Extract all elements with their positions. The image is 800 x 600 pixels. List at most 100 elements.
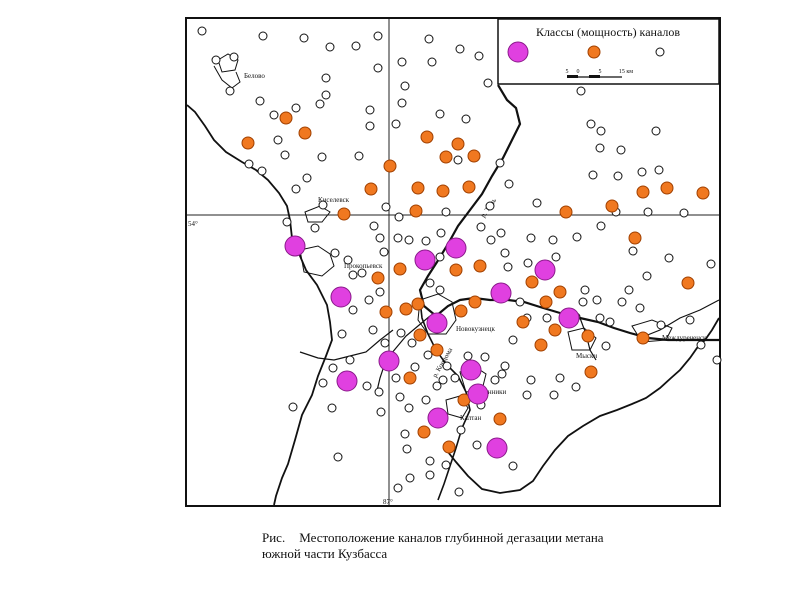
small-channel-marker	[588, 170, 598, 180]
medium-channel-marker	[279, 111, 293, 125]
small-channel-marker	[651, 126, 661, 136]
medium-channel-marker	[462, 180, 476, 194]
medium-channel-marker	[442, 440, 456, 454]
large-channel-marker	[426, 312, 448, 334]
small-channel-marker	[696, 340, 706, 350]
medium-channel-marker	[467, 149, 481, 163]
small-channel-marker	[450, 373, 460, 383]
small-channel-marker	[280, 150, 290, 160]
scale-tick-0: 5	[566, 69, 569, 75]
medium-channel-marker	[539, 295, 553, 309]
small-channel-marker	[373, 31, 383, 41]
small-channel-marker	[244, 159, 254, 169]
small-channel-marker	[490, 375, 500, 385]
scale-tick-3: 15 км	[619, 69, 633, 75]
medium-channel-marker	[681, 276, 695, 290]
medium-channel-marker	[581, 329, 595, 343]
small-channel-marker	[423, 350, 433, 360]
caption-line-1: Рис. Местоположение каналов глубинной дег…	[262, 530, 682, 546]
small-channel-marker	[455, 44, 465, 54]
small-channel-marker	[325, 42, 335, 52]
caption-text-1: Местоположение каналов глубинной дегазац…	[299, 530, 604, 545]
medium-channel-marker	[411, 181, 425, 195]
small-channel-marker	[375, 233, 385, 243]
small-channel-marker	[315, 99, 325, 109]
small-channel-marker	[343, 255, 353, 265]
small-channel-marker	[503, 262, 513, 272]
medium-channel-marker	[605, 199, 619, 213]
lon-label: 87°	[383, 498, 393, 506]
small-channel-marker	[391, 373, 401, 383]
small-channel-marker	[476, 222, 486, 232]
small-channel-marker	[495, 158, 505, 168]
small-channel-marker	[376, 407, 386, 417]
small-channel-marker	[628, 246, 638, 256]
small-channel-marker	[269, 110, 279, 120]
small-channel-marker	[362, 381, 372, 391]
medium-channels	[241, 111, 710, 454]
small-channel-marker	[404, 235, 414, 245]
small-channel-marker	[393, 483, 403, 493]
small-channel-marker	[504, 179, 514, 189]
large-channel-marker	[330, 286, 352, 308]
small-channel-marker	[601, 341, 611, 351]
small-channel-marker	[288, 402, 298, 412]
small-channel-marker	[391, 119, 401, 129]
medium-channel-marker	[636, 331, 650, 345]
small-channel-marker	[393, 233, 403, 243]
label-myski: Мыски	[576, 352, 597, 360]
legend: Классы (мощность) каналов 5 0 5 15 км	[497, 18, 720, 85]
small-channel-marker	[526, 233, 536, 243]
figure-caption: Рис. Местоположение каналов глубинной дег…	[262, 530, 682, 562]
small-channel-marker	[664, 253, 674, 263]
small-channel-marker	[613, 171, 623, 181]
small-channel-marker	[595, 313, 605, 323]
small-channel-marker	[605, 317, 615, 327]
small-channel-marker	[257, 166, 267, 176]
small-channel-marker	[273, 135, 283, 145]
small-channel-marker	[373, 63, 383, 73]
small-channel-marker	[302, 173, 312, 183]
small-channel-marker	[706, 259, 716, 269]
small-channel-marker	[197, 26, 207, 36]
small-channel-marker	[291, 103, 301, 113]
small-channel-marker	[679, 208, 689, 218]
small-channel-marker	[407, 338, 417, 348]
small-channel-marker	[400, 81, 410, 91]
medium-channel-marker	[364, 182, 378, 196]
large-channel-marker	[460, 359, 482, 381]
label-novokuznetsk: Новокузнецк	[456, 325, 495, 333]
medium-channel-marker	[516, 315, 530, 329]
small-channel-marker	[436, 228, 446, 238]
medium-channel-marker	[454, 304, 468, 318]
small-channel-marker	[515, 297, 525, 307]
small-channel-marker	[596, 126, 606, 136]
medium-channel-marker	[449, 263, 463, 277]
small-channel-marker	[654, 165, 664, 175]
small-channel-marker	[586, 119, 596, 129]
small-channel-marker	[321, 90, 331, 100]
small-channel-marker	[357, 268, 367, 278]
small-channel-marker	[642, 271, 652, 281]
small-channel-marker	[596, 221, 606, 231]
small-channel-marker	[327, 403, 337, 413]
small-channel-marker	[404, 403, 414, 413]
small-channel-marker	[578, 297, 588, 307]
label-mezhdurechensk: Междуреченск	[662, 334, 707, 342]
small-channel-marker	[405, 473, 415, 483]
small-channel-marker	[656, 320, 666, 330]
small-channel-marker	[453, 155, 463, 165]
small-channel-marker	[497, 369, 507, 379]
medium-channel-marker	[636, 185, 650, 199]
river-aba	[375, 315, 431, 396]
small-channel-marker	[351, 41, 361, 51]
city-outlines	[213, 53, 673, 419]
caption-label: Рис.	[262, 530, 286, 545]
small-channel-marker	[318, 200, 328, 210]
small-channel-marker	[472, 440, 482, 450]
small-channel-marker	[441, 207, 451, 217]
small-channel-marker	[435, 109, 445, 119]
small-channel-marker	[291, 184, 301, 194]
medium-channel-marker	[553, 285, 567, 299]
label-prokopievsk: Прокопьевск	[344, 262, 383, 270]
